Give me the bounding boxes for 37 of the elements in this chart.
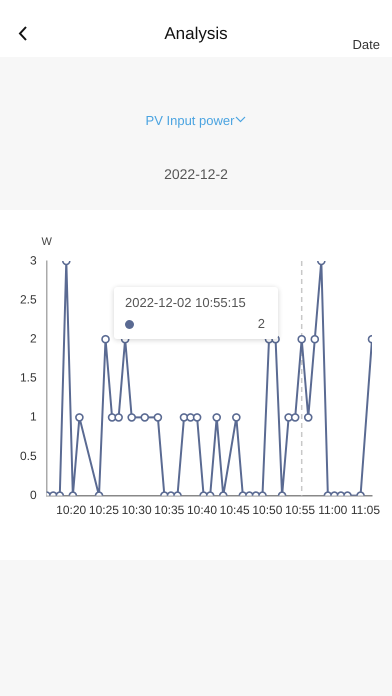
chart-subtitle: 2022-12-2 [163,166,229,182]
y-tick-label: 0.5 [20,448,37,463]
x-tick-label: 10:55 [285,503,316,518]
point [140,413,150,422]
annotation: 2022-12-02 10:55:15 [125,295,246,310]
point [212,413,222,422]
x-tick-label: 10:45 [220,503,250,518]
point [114,413,123,422]
x-tick-label: 10:40 [186,503,218,518]
point [127,413,136,422]
x-tick-label: 10:50 [252,503,283,518]
point [310,334,320,344]
x-tick-label: 11:00 [318,503,348,518]
y-tick-label: 1 [30,410,37,424]
point [232,413,241,422]
text: Date [352,37,380,52]
y-tick-label: 0 [30,488,37,502]
x-tick-label: 10:30 [122,503,152,518]
point [297,334,306,344]
y-tick-label: 2.5 [20,292,37,306]
point [101,334,110,344]
y-tick-label: 2 [30,332,37,346]
point [154,413,162,422]
y-tick-label: 3 [30,253,37,268]
x-tick-label: 10:25 [88,503,120,518]
x-tick-label: 11:05 [350,503,380,518]
x-tick-label: 10:35 [154,503,185,518]
y-tick-label: 1.5 [20,370,37,385]
point [304,413,313,422]
chart-title: PV Input power [146,113,234,128]
annotation: 2 [258,316,265,331]
point [192,413,202,422]
point [290,413,300,422]
x-tick-label: 10:20 [56,503,87,518]
text: Analysis [164,24,228,43]
point [75,413,84,422]
y-axis-title: W [41,236,52,248]
